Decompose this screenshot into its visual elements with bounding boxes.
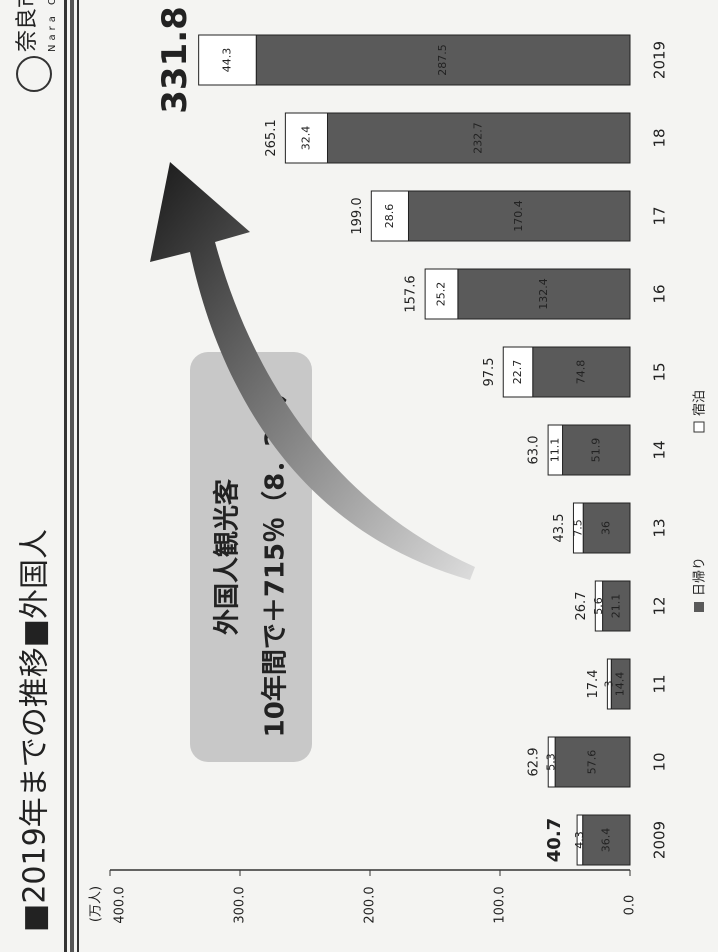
data-label: 5.3 bbox=[545, 753, 558, 771]
legend-label: 宿泊 bbox=[692, 390, 708, 416]
data-label: 21.1 bbox=[609, 594, 622, 619]
rule bbox=[70, 0, 74, 952]
y-tick-label: 100.0 bbox=[493, 886, 508, 923]
logo-name: 奈良市 bbox=[15, 0, 40, 52]
bar-segment bbox=[576, 814, 584, 866]
y-tick-label: 400.0 bbox=[113, 886, 128, 923]
data-label: 132.4 bbox=[537, 278, 550, 310]
data-label: 7.5 bbox=[571, 519, 584, 537]
legend-label: 日帰り bbox=[692, 557, 708, 596]
rule bbox=[77, 0, 79, 952]
x-tick-label: 10 bbox=[651, 752, 669, 771]
data-label: 74.8 bbox=[574, 360, 587, 385]
data-label: 11.1 bbox=[548, 438, 561, 463]
y-tick-label: 300.0 bbox=[233, 886, 248, 923]
total-label: 43.5 bbox=[552, 514, 567, 543]
x-tick-label: 11 bbox=[651, 674, 669, 693]
x-tick-label: 2019 bbox=[651, 41, 669, 79]
bar-segment bbox=[370, 190, 409, 242]
data-label: 4.3 bbox=[573, 831, 586, 849]
bar-segment bbox=[198, 34, 257, 86]
data-label: 22.7 bbox=[511, 360, 524, 385]
data-label: 232.7 bbox=[472, 122, 485, 154]
unit-label: (万人) bbox=[89, 886, 104, 922]
bar-segment bbox=[594, 580, 604, 632]
total-label: 63.0 bbox=[527, 436, 542, 465]
total-label: 62.9 bbox=[527, 748, 542, 777]
total-label: 199.0 bbox=[350, 197, 365, 234]
total-label: 157.6 bbox=[404, 275, 419, 312]
data-label: 32.4 bbox=[299, 126, 312, 151]
legend-swatch bbox=[693, 421, 705, 433]
data-label: 44.3 bbox=[220, 48, 233, 73]
bar-segment bbox=[606, 658, 612, 710]
data-label: 170.4 bbox=[512, 200, 525, 232]
bar-segment bbox=[547, 424, 564, 476]
y-tick-label: 0.0 bbox=[623, 895, 638, 916]
legend-swatch bbox=[694, 602, 704, 612]
annotation-title: 外国人観光客 bbox=[212, 478, 243, 635]
bar-segment bbox=[572, 502, 584, 554]
data-label: 36 bbox=[600, 521, 613, 535]
data-label: 36.4 bbox=[599, 828, 612, 853]
y-tick-label: 200.0 bbox=[363, 886, 378, 923]
data-label: 5.6 bbox=[592, 597, 605, 615]
total-label: 26.7 bbox=[574, 592, 589, 621]
bar-segment bbox=[547, 736, 556, 788]
x-tick-label: 17 bbox=[651, 206, 669, 225]
bar-segment bbox=[502, 346, 534, 398]
data-label: 51.9 bbox=[589, 438, 602, 463]
data-label: 57.6 bbox=[586, 750, 599, 775]
x-tick-label: 16 bbox=[651, 284, 669, 303]
x-tick-label: 18 bbox=[651, 128, 669, 147]
x-tick-label: 13 bbox=[651, 518, 669, 537]
chart-title: ■2019年までの推移■外国人 bbox=[18, 529, 53, 932]
data-label: 14.4 bbox=[614, 672, 627, 697]
data-label: 28.6 bbox=[383, 204, 396, 229]
bar-segment bbox=[424, 268, 459, 320]
total-label: 331.8 bbox=[155, 6, 195, 114]
total-label: 17.4 bbox=[586, 670, 601, 699]
data-label: 3 bbox=[602, 681, 615, 688]
x-tick-label: 14 bbox=[651, 440, 669, 459]
x-tick-label: 2009 bbox=[651, 821, 669, 859]
total-label: 265.1 bbox=[264, 119, 279, 156]
annotation-box bbox=[190, 352, 312, 762]
data-label: 25.2 bbox=[435, 282, 448, 307]
x-tick-label: 15 bbox=[651, 362, 669, 381]
logo-mark bbox=[16, 56, 52, 92]
rule bbox=[64, 0, 67, 952]
logo-sub: Nara City bbox=[47, 0, 58, 52]
data-label: 287.5 bbox=[436, 44, 449, 76]
total-label: 40.7 bbox=[544, 818, 565, 862]
bar-segment bbox=[284, 112, 328, 164]
x-tick-label: 12 bbox=[651, 596, 669, 615]
trend-arrow bbox=[150, 162, 475, 580]
total-label: 97.5 bbox=[482, 358, 497, 387]
